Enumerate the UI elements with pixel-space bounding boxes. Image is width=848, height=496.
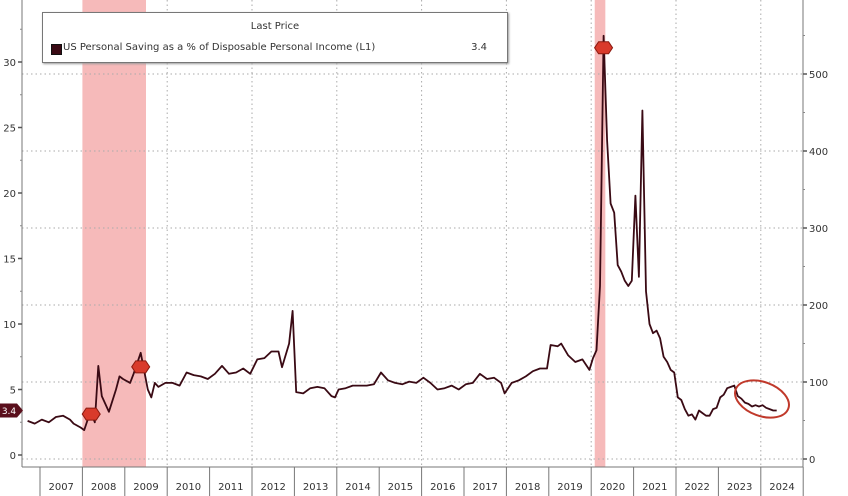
left-tick-label: 0	[10, 451, 16, 462]
right-tick-label: 500	[809, 70, 828, 81]
x-tick-label: 2023	[727, 482, 752, 493]
left-tick-label: 10	[3, 320, 16, 331]
x-tick-label: 2014	[345, 482, 370, 493]
legend-last-value: 3.4	[471, 42, 487, 53]
x-tick-label: 2013	[303, 482, 328, 493]
x-tick-label: 2019	[557, 482, 582, 493]
x-tick-label: 2018	[515, 482, 540, 493]
left-tick-label: 25	[3, 124, 16, 135]
right-tick-label: 200	[809, 301, 828, 312]
x-tick-label: 2017	[472, 482, 497, 493]
x-tick-label: 2020	[600, 482, 625, 493]
high-marker	[131, 360, 151, 374]
right-tick-label: 400	[809, 147, 828, 158]
legend-header: Last Price	[250, 21, 300, 32]
x-tick-label: 2024	[769, 482, 794, 493]
right-tick-label: 300	[809, 224, 828, 235]
highlight-circle	[734, 379, 790, 419]
x-tick-label: 2010	[176, 482, 201, 493]
x-tick-label: 2012	[260, 482, 285, 493]
last-value-tag	[0, 403, 23, 418]
x-tick-label: 2021	[642, 482, 667, 493]
x-tick-label: 2008	[91, 482, 116, 493]
x-tick-label: 2016	[430, 482, 455, 493]
x-tick-label: 2022	[684, 482, 709, 493]
left-tick-label: 30	[3, 58, 16, 69]
legend-series-name: US Personal Saving as a % of Disposable …	[63, 42, 376, 53]
right-tick-label: 0	[809, 455, 815, 466]
low-marker	[81, 407, 101, 421]
peak-marker	[593, 41, 614, 55]
left-tick-label: 15	[3, 255, 16, 266]
recession-band	[82, 0, 146, 467]
legend: Last Price US Personal Saving as a % of …	[42, 12, 508, 63]
series-line	[27, 34, 777, 432]
legend-swatch	[51, 44, 62, 55]
left-tick-label: 5	[10, 386, 16, 397]
x-tick-label: 2009	[133, 482, 158, 493]
x-tick-label: 2011	[218, 482, 243, 493]
left-tick-label: 20	[3, 189, 16, 200]
x-tick-label: 2007	[48, 482, 73, 493]
x-tick-label: 2015	[388, 482, 413, 493]
right-tick-label: 100	[809, 378, 828, 389]
last-value-tag-label: 3.4	[2, 407, 17, 417]
